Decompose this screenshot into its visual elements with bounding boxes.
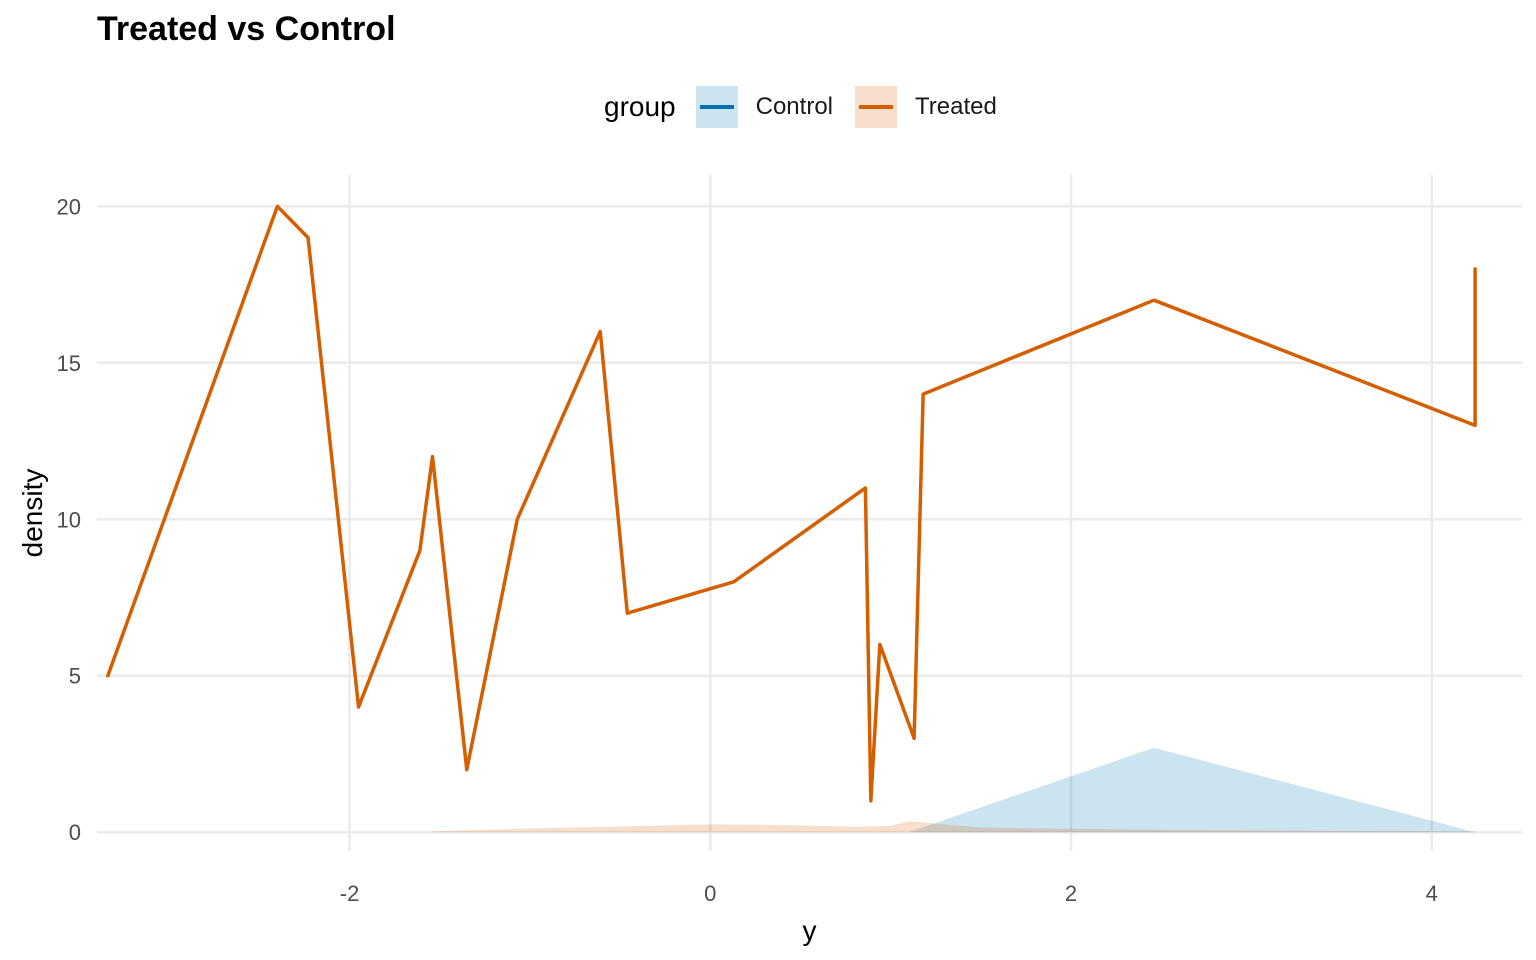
legend-key-treated <box>855 86 897 128</box>
x-axis-title: y <box>803 915 817 946</box>
x-tick-label: 0 <box>704 881 716 906</box>
density-area-treated <box>432 821 1476 833</box>
x-tick-label: 2 <box>1065 881 1077 906</box>
x-tick-label: -2 <box>340 881 360 906</box>
y-tick-label: 15 <box>57 351 81 376</box>
legend: group Control Treated <box>604 84 1019 130</box>
y-axis-title: density <box>17 469 48 558</box>
x-tick-label: 4 <box>1426 881 1438 906</box>
chart-title: Treated vs Control <box>97 10 396 48</box>
legend-item-treated: Treated <box>855 86 997 128</box>
series-line-treated <box>106 204 1477 803</box>
density-area-control <box>908 747 1476 833</box>
legend-item-control: Control <box>695 86 833 128</box>
legend-title: group <box>604 91 676 122</box>
y-tick-label: 20 <box>57 194 81 219</box>
y-tick-label: 5 <box>69 664 81 689</box>
y-tick-label: 10 <box>57 507 81 532</box>
y-tick-label: 0 <box>69 820 81 845</box>
legend-key-control <box>695 86 738 128</box>
legend-label-treated: Treated <box>915 93 997 120</box>
legend-label-control: Control <box>755 93 833 120</box>
